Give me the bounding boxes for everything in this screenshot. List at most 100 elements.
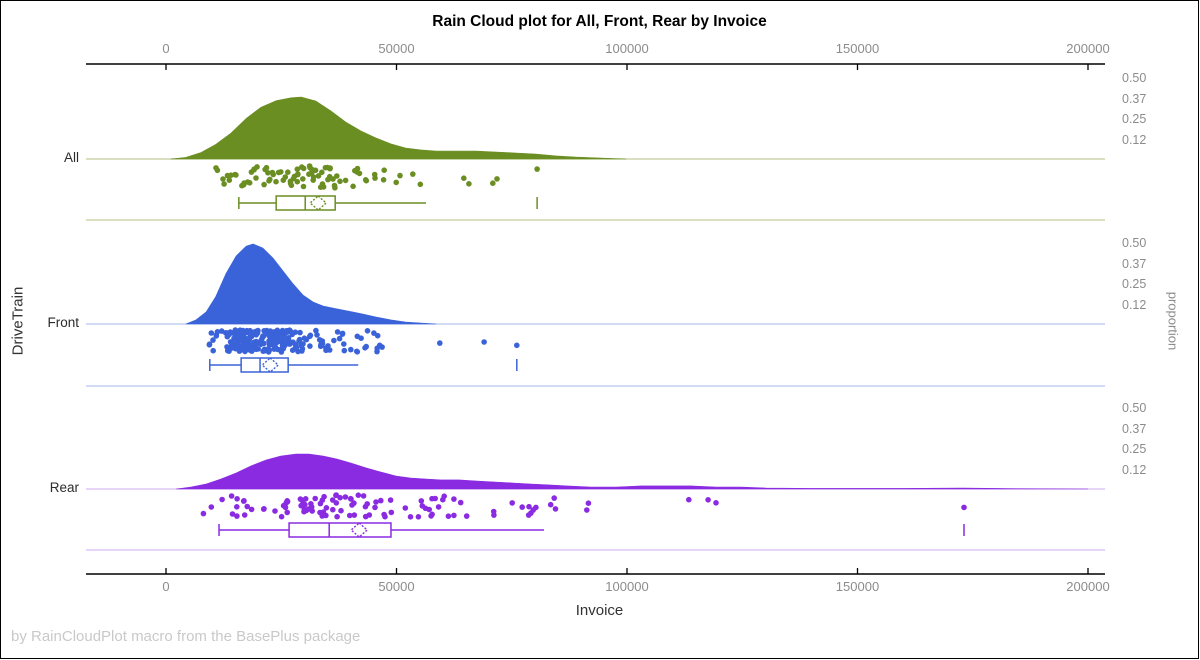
rain-point-outlier [713,500,719,506]
rain-point [241,512,248,518]
rain-point [356,170,363,177]
rain-point [310,174,317,180]
rain-point [338,507,344,514]
rain-point [220,176,226,182]
rain-point [315,173,322,179]
rain-point [329,497,336,503]
rain-point-outlier [466,181,472,187]
rain-point [284,509,291,516]
rain-point [382,513,388,520]
rain-point [306,171,312,177]
rain-point [272,508,278,514]
rain-point [229,343,236,349]
rain-point [342,177,349,184]
rain-point-outlier [437,340,443,346]
proportion-tick-label: 0.12 [1122,297,1147,312]
rain-point [417,181,424,188]
rain-point [283,327,290,334]
rain-point [451,512,457,519]
rain-point [251,167,257,173]
rain-point [362,503,369,510]
rain-point [224,172,231,179]
rain-point [373,499,379,505]
rain-point [530,507,536,513]
rain-point [245,329,251,336]
rain-point [278,513,285,520]
rain-point [276,333,282,340]
rain-point [285,169,291,175]
rain-point [362,345,368,351]
rain-point-outlier [514,342,520,349]
rain-point [240,327,246,334]
proportion-tick-label: 0.50 [1122,401,1147,415]
rain-point [285,337,292,343]
rain-point [263,327,270,334]
rain-point [301,506,308,513]
category-label-all: All [63,150,79,165]
x-axis-top-tick-label: 150000 [835,41,880,56]
rain-point [342,494,349,500]
chart-title: Rain Cloud plot for All, Front, Rear by … [432,13,767,30]
rain-point [326,175,333,182]
footer-credit: by RainCloudPlot macro from the BasePlus… [11,628,361,645]
box-rear [288,522,392,538]
rain-point [218,328,225,334]
rain-point [330,506,336,513]
rain-point [253,175,259,181]
x-axis-top-tick-label: 0 [162,41,170,56]
rain-point [346,512,353,519]
rain-point [271,346,278,352]
rain-point [233,172,239,178]
rain-point [337,178,343,185]
rain-point [319,340,326,347]
rain-point [261,181,267,188]
rain-point [322,164,329,171]
rain-point [363,177,370,184]
rain-point [266,178,272,184]
rain-point [239,182,245,189]
rain-point [463,513,470,519]
rain-point [200,510,207,517]
rain-point [289,331,296,338]
proportion-tick-label: 0.50 [1122,71,1147,85]
rain-point [261,506,267,512]
rain-point [273,178,279,185]
rain-point [380,177,387,183]
rain-point [282,174,289,180]
rain-point [293,344,300,351]
rain-point [426,506,433,513]
rain-point [445,513,452,519]
x-axis-top-tick-label: 200000 [1066,41,1110,56]
y-axis-title-left: DriveTrain [9,286,27,356]
rain-point [354,349,361,355]
density-all [170,96,627,160]
rain-point [314,332,320,338]
rain-point [362,513,369,520]
rain-point [313,327,319,334]
rain-point [381,167,388,173]
rain-point [334,173,340,179]
rain-point [334,329,341,335]
rain-point [354,165,361,172]
rain-point [376,342,383,349]
rain-point [210,337,216,343]
rain-point-outlier [490,180,496,186]
rain-point [429,495,435,502]
proportion-tick-label: 0.12 [1122,132,1147,147]
proportion-tick-label: 0.25 [1122,111,1147,126]
rain-point-outlier [705,497,711,503]
proportion-tick-label: 0.12 [1122,462,1147,477]
rain-point [552,506,559,512]
x-axis-bottom-tick-label: 0 [162,579,170,594]
x-axis-title: Invoice [575,602,624,619]
rain-point [271,338,277,345]
rain-point [248,506,255,513]
rain-point [234,340,241,347]
rain-point [402,505,409,511]
rain-point [410,171,416,177]
rain-point [300,183,307,190]
rain-point [326,347,333,353]
rain-point [323,505,330,511]
rain-point [219,496,225,503]
